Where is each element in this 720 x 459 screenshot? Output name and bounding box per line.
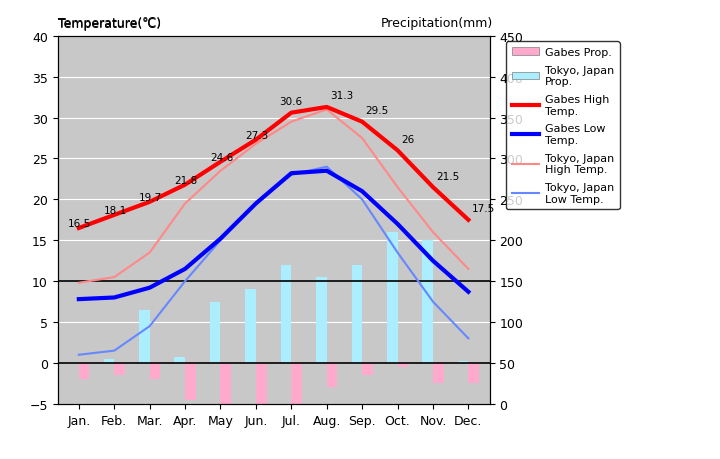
Bar [292, 363, 302, 416]
Text: 21.8: 21.8 [174, 175, 198, 185]
Bar [433, 363, 444, 384]
Text: 30.6: 30.6 [279, 97, 302, 107]
Bar [281, 265, 292, 363]
Bar [79, 363, 89, 380]
Text: 16.5: 16.5 [68, 218, 91, 229]
Bar [362, 363, 373, 375]
Bar [351, 265, 362, 363]
Bar [68, 362, 79, 363]
Bar [468, 363, 479, 384]
Text: 29.5: 29.5 [366, 106, 389, 116]
Text: 31.3: 31.3 [330, 91, 354, 101]
Bar [220, 363, 231, 408]
Bar [246, 290, 256, 363]
Bar [210, 302, 220, 363]
Bar [327, 363, 338, 387]
Bar [423, 241, 433, 363]
Bar [316, 277, 327, 363]
Bar [139, 310, 150, 363]
Text: 24.6: 24.6 [210, 152, 233, 162]
Text: 18.1: 18.1 [104, 206, 127, 215]
Bar [185, 363, 196, 400]
Bar [256, 363, 266, 414]
Bar [114, 363, 125, 375]
Bar [104, 359, 114, 363]
Text: 26: 26 [401, 134, 414, 145]
Text: 21.5: 21.5 [436, 171, 460, 181]
Text: 19.7: 19.7 [139, 192, 162, 202]
Bar [397, 363, 408, 367]
Text: Precipitation(mm): Precipitation(mm) [381, 17, 493, 30]
Bar [387, 233, 397, 363]
Text: Temperature(℃): Temperature(℃) [58, 18, 161, 31]
Text: Temperature(℃): Temperature(℃) [58, 17, 161, 30]
Text: 17.5: 17.5 [472, 204, 495, 214]
Text: 27.3: 27.3 [246, 130, 269, 140]
Bar [150, 363, 161, 380]
Y-axis label: Precipitation(mm): Precipitation(mm) [0, 458, 1, 459]
Legend: Gabes Prop., Tokyo, Japan
Prop., Gabes High
Temp., Gabes Low
Temp., Tokyo, Japan: Gabes Prop., Tokyo, Japan Prop., Gabes H… [506, 42, 620, 210]
Bar [174, 358, 185, 363]
Bar [458, 362, 468, 363]
